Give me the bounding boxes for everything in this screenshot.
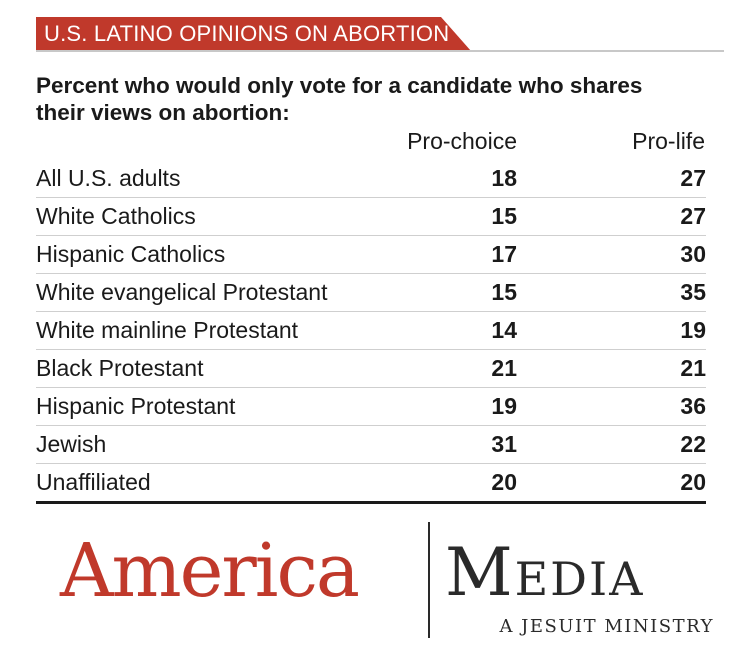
logo-divider	[428, 522, 430, 638]
logo-tagline: A JESUIT MINISTRY	[499, 616, 714, 637]
row-label: Jewish	[36, 431, 107, 457]
table-row: Unaffiliated 20 20	[36, 464, 706, 504]
row-label: White Catholics	[36, 203, 196, 229]
logo-wordmark-media: Media	[445, 540, 644, 606]
value-pro-choice: 15	[491, 279, 517, 305]
row-label: Black Protestant	[36, 355, 204, 381]
row-label: Hispanic Protestant	[36, 393, 236, 419]
value-pro-life: 21	[680, 355, 706, 381]
column-header-pro-choice: Pro-choice	[407, 128, 517, 154]
title-rule	[36, 50, 724, 52]
value-pro-choice: 21	[491, 355, 517, 381]
row-label: Hispanic Catholics	[36, 241, 226, 267]
value-pro-choice: 20	[491, 469, 517, 495]
value-pro-life: 36	[680, 393, 706, 419]
value-pro-choice: 15	[491, 203, 517, 229]
row-label: Unaffiliated	[36, 469, 151, 495]
value-pro-life: 19	[680, 317, 706, 343]
value-pro-choice: 31	[491, 431, 517, 457]
table-row: Hispanic Catholics 17 30	[36, 236, 706, 274]
banner-background	[36, 17, 471, 51]
table-row: Jewish 31 22	[36, 426, 706, 464]
logo-wordmark-america: America	[60, 528, 360, 614]
column-header-pro-life: Pro-life	[632, 128, 705, 154]
logo-media-text: Media	[445, 534, 645, 611]
table-row: All U.S. adults 18 27	[36, 160, 706, 198]
america-media-logo: America Media A JESUIT MINISTRY	[60, 520, 720, 640]
value-pro-life: 27	[680, 203, 706, 229]
value-pro-choice: 19	[491, 393, 517, 419]
chart-subtitle: Percent who would only vote for a candid…	[36, 73, 643, 125]
value-pro-life: 22	[680, 431, 706, 457]
value-pro-choice: 14	[491, 317, 517, 343]
value-pro-life: 27	[680, 165, 706, 191]
value-pro-life: 35	[680, 279, 706, 305]
table-row: White evangelical Protestant 15 35	[36, 274, 706, 312]
data-table: All U.S. adults 18 27 White Catholics 15 27 Hi…	[36, 160, 706, 504]
value-pro-life: 20	[680, 469, 706, 495]
value-pro-choice: 17	[491, 241, 517, 267]
table-row: Black Protestant 21 21	[36, 350, 706, 388]
value-pro-life: 30	[680, 241, 706, 267]
table-row: Hispanic Protestant 19 36	[36, 388, 706, 426]
row-label: All U.S. adults	[36, 165, 181, 191]
row-label: White evangelical Protestant	[36, 279, 328, 305]
table-row: White mainline Protestant 14 19	[36, 312, 706, 350]
value-pro-choice: 18	[491, 165, 517, 191]
row-label: White mainline Protestant	[36, 317, 299, 343]
table-row: White Catholics 15 27	[36, 198, 706, 236]
chart-title: U.S. LATINO OPINIONS ON ABORTION	[44, 21, 450, 46]
